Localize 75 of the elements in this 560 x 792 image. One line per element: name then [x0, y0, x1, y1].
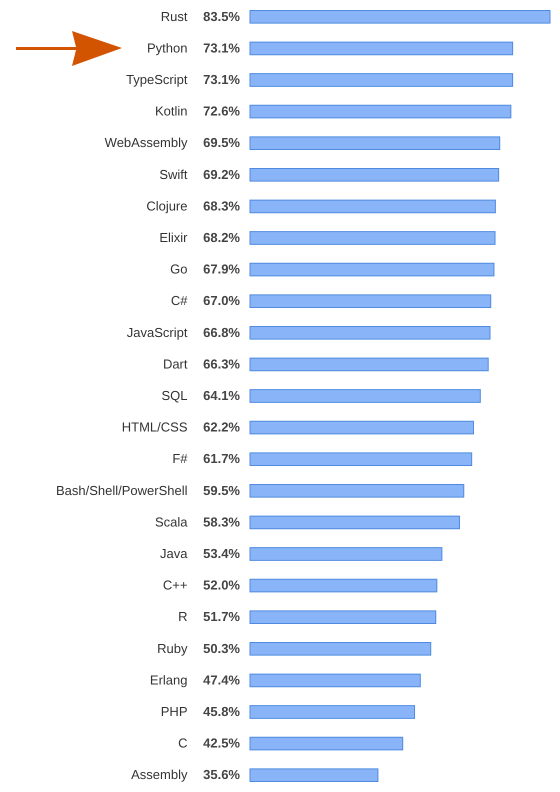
data-label: 58.3%	[203, 514, 240, 530]
bar	[250, 358, 489, 372]
data-label: 50.3%	[203, 640, 240, 656]
bar	[250, 484, 464, 498]
y-tick-label: Erlang	[150, 672, 188, 688]
bar	[250, 578, 438, 592]
bar	[250, 136, 500, 150]
y-tick-label: Dart	[162, 356, 188, 372]
bar	[250, 42, 514, 56]
bar	[250, 10, 550, 24]
data-label: 42.5%	[203, 736, 240, 751]
y-tick-label: Kotlin	[154, 104, 188, 119]
bar	[250, 389, 481, 403]
y-tick-label: HTML/CSS	[122, 420, 188, 435]
bar	[250, 736, 404, 750]
bar	[250, 200, 496, 214]
data-label: 51.7%	[203, 609, 240, 624]
y-tick-label: Scala	[154, 514, 188, 530]
y-tick-label: C	[178, 736, 188, 751]
data-label: 66.3%	[203, 356, 240, 372]
data-label: 64.1%	[203, 388, 240, 403]
y-tick-label: Elixir	[159, 230, 188, 245]
y-tick-label: Clojure	[146, 198, 188, 214]
bar	[250, 516, 460, 530]
bar	[250, 674, 421, 688]
data-label: 68.3%	[203, 198, 240, 214]
data-label: 35.6%	[203, 767, 240, 782]
data-label: 45.8%	[203, 704, 240, 719]
y-tick-label: Go	[170, 262, 188, 277]
data-label: 62.2%	[203, 420, 240, 435]
y-tick-label: WebAssembly	[104, 135, 188, 150]
y-tick-label: Ruby	[157, 640, 188, 656]
data-label: 83.5%	[203, 8, 240, 24]
data-label: 47.4%	[203, 672, 240, 688]
data-label: 69.2%	[203, 166, 240, 182]
data-label: 61.7%	[203, 451, 240, 466]
y-tick-label: JavaScript	[126, 324, 188, 340]
bar	[250, 262, 494, 276]
bar	[250, 610, 436, 624]
y-tick-label: SQL	[161, 388, 188, 403]
y-tick-label: Rust	[160, 8, 188, 24]
bar	[250, 420, 474, 434]
data-label: 69.5%	[203, 135, 240, 150]
y-tick-label: Swift	[159, 166, 188, 182]
bar	[250, 642, 432, 656]
data-label: 67.9%	[203, 262, 240, 277]
bar	[250, 768, 378, 782]
y-tick-label: F#	[172, 451, 188, 466]
y-tick-label: C++	[162, 578, 188, 593]
bar	[250, 104, 512, 118]
bar	[250, 231, 496, 245]
bar	[250, 168, 500, 182]
y-tick-label: Bash/Shell/PowerShell	[56, 482, 188, 498]
data-label: 53.4%	[203, 546, 240, 561]
bar	[250, 326, 490, 340]
data-label: 73.1%	[203, 72, 240, 87]
y-tick-label: Python	[147, 40, 188, 56]
bar	[250, 73, 514, 87]
bar	[250, 452, 472, 466]
bar	[250, 547, 442, 561]
y-tick-label: C#	[170, 293, 188, 308]
bar	[250, 294, 492, 308]
y-tick-label: Assembly	[131, 767, 188, 782]
data-label: 66.8%	[203, 324, 240, 340]
data-label: 52.0%	[203, 578, 240, 593]
y-tick-label: R	[178, 609, 188, 624]
data-label: 68.2%	[203, 230, 240, 245]
y-tick-label: Java	[160, 546, 188, 561]
data-label: 59.5%	[203, 482, 240, 498]
data-label: 72.6%	[203, 104, 240, 119]
data-label: 67.0%	[203, 293, 240, 308]
y-tick-label: PHP	[160, 704, 188, 719]
bar	[250, 705, 416, 719]
y-tick-label: TypeScript	[126, 72, 188, 87]
data-label: 73.1%	[203, 40, 240, 56]
